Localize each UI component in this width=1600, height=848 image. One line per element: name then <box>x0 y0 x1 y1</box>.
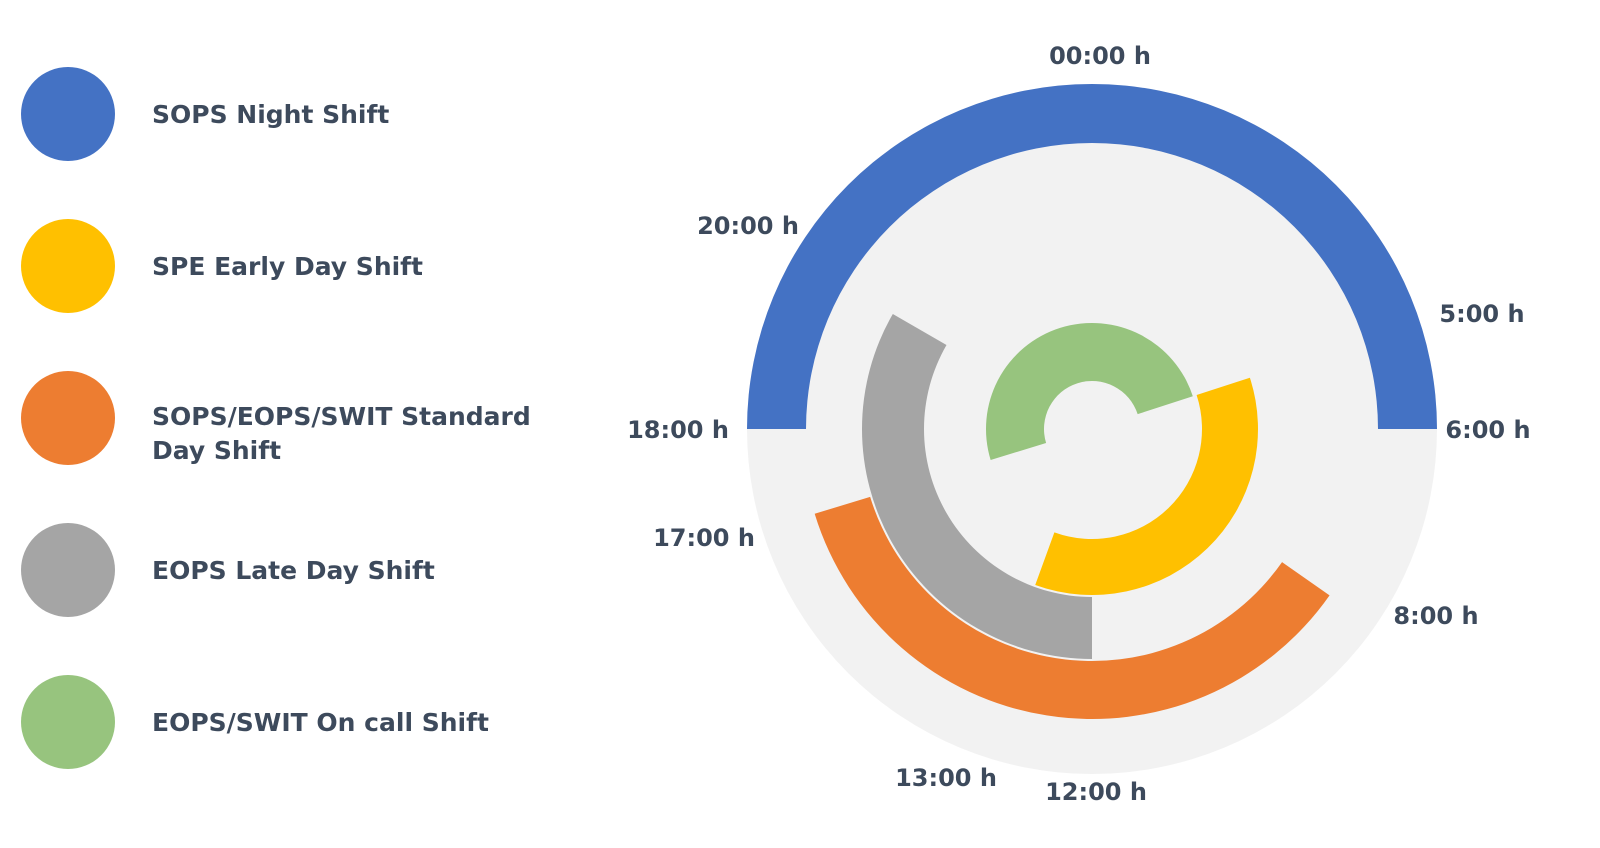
arc-eops-late-day-shift <box>861 314 1092 659</box>
legend-label-spe-early: SPE Early Day Shift <box>152 252 423 281</box>
legend-label-on-call: EOPS/SWIT On call Shift <box>152 708 489 737</box>
time-label-0000: 00:00 h <box>1049 42 1151 70</box>
legend-label-sops-night: SOPS Night Shift <box>152 100 389 129</box>
legend-swatch-eops-late <box>21 523 115 617</box>
legend-swatch-sops-night <box>21 67 115 161</box>
shift-clock <box>747 84 1437 774</box>
time-label-0600: 6:00 h <box>1445 416 1530 444</box>
time-label-1200: 12:00 h <box>1045 778 1147 806</box>
legend-swatch-on-call <box>21 675 115 769</box>
time-label-0500: 5:00 h <box>1439 300 1524 328</box>
legend-item-on-call: EOPS/SWIT On call Shift <box>21 675 489 769</box>
legend-label-standard-day-line2: Day Shift <box>152 436 281 465</box>
legend-item-sops-night: SOPS Night Shift <box>21 67 389 161</box>
legend: SOPS Night Shift SPE Early Day Shift SOP… <box>21 67 531 769</box>
arc-on-call-shift <box>985 322 1193 460</box>
time-label-2000: 20:00 h <box>697 212 799 240</box>
legend-item-standard-day: SOPS/EOPS/SWIT Standard Day Shift <box>21 371 531 465</box>
time-label-1300: 13:00 h <box>895 764 997 792</box>
time-label-1700: 17:00 h <box>653 524 755 552</box>
arc-sops-night-shift <box>747 84 1437 429</box>
arc-spe-early-day-shift <box>1035 377 1258 595</box>
time-label-1800: 18:00 h <box>627 416 729 444</box>
legend-label-eops-late: EOPS Late Day Shift <box>152 556 435 585</box>
legend-swatch-spe-early <box>21 219 115 313</box>
legend-swatch-standard-day <box>21 371 115 465</box>
time-label-0800: 8:00 h <box>1393 602 1478 630</box>
legend-item-eops-late: EOPS Late Day Shift <box>21 523 435 617</box>
legend-label-standard-day: SOPS/EOPS/SWIT Standard <box>152 402 531 431</box>
arc-standard-day-shift <box>814 496 1330 719</box>
legend-item-spe-early: SPE Early Day Shift <box>21 219 423 313</box>
time-labels: 00:00 h 20:00 h 5:00 h 18:00 h 6:00 h 17… <box>627 42 1530 806</box>
